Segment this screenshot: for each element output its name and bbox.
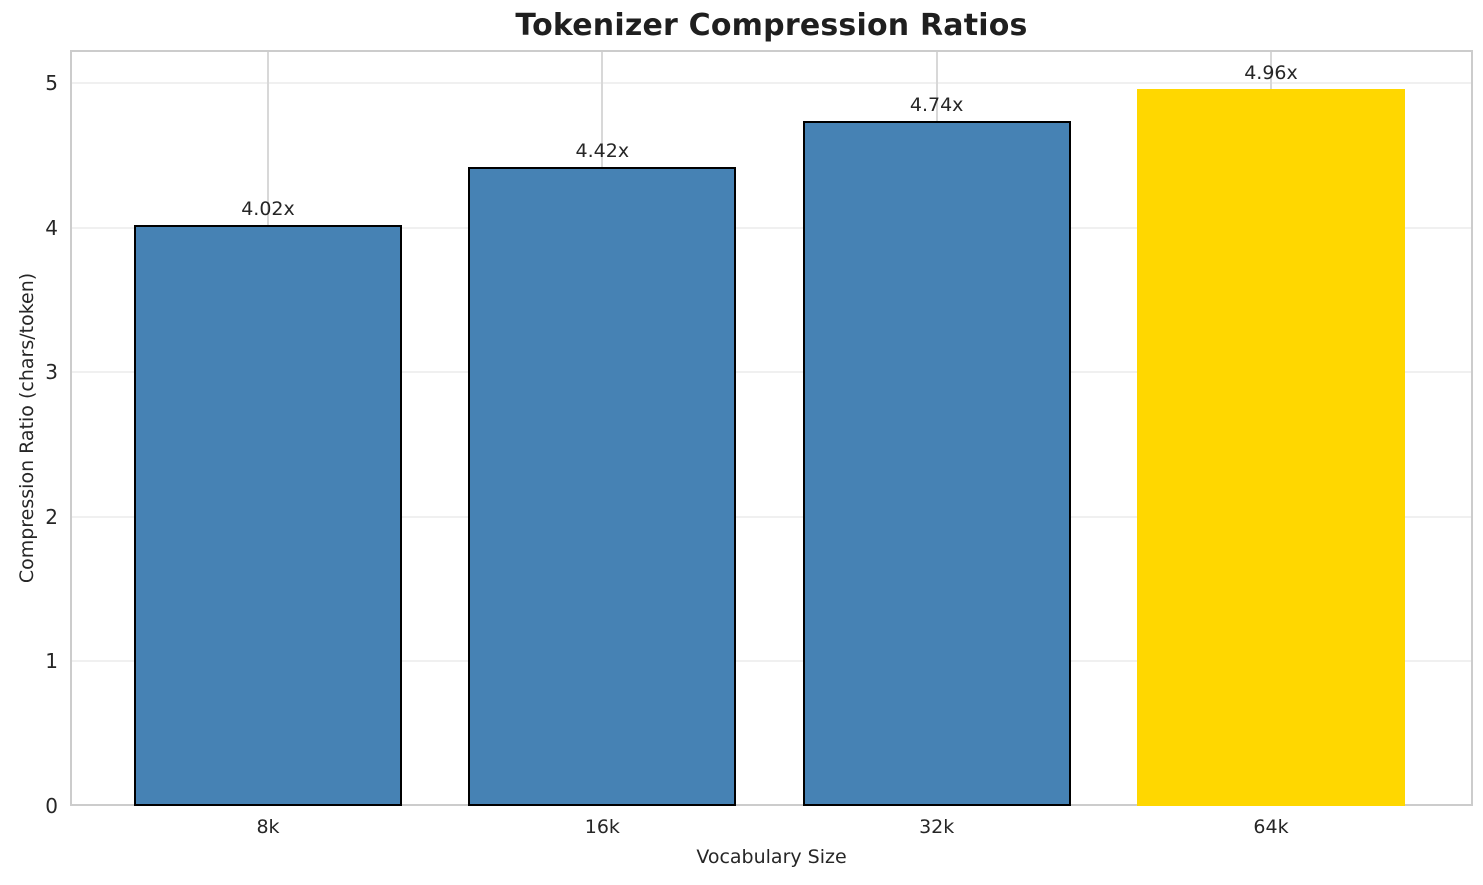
bar-16k [468, 167, 737, 806]
bar-value-label: 4.02x [241, 197, 295, 220]
bar-value-label: 4.74x [909, 93, 964, 116]
h-gridline [70, 515, 1473, 518]
h-gridline [70, 660, 1473, 663]
h-gridline [70, 226, 1473, 229]
x-tick-label: 8k [256, 816, 280, 838]
chart-title: Tokenizer Compression Ratios [515, 8, 1028, 43]
y-tick-label: 1 [45, 649, 58, 674]
x-tick-label: 64k [1253, 816, 1289, 838]
x-axis-label: Vocabulary Size [696, 846, 847, 868]
x-tick-label: 32k [919, 816, 955, 838]
y-tick-label: 4 [45, 215, 58, 240]
y-tick-label: 0 [45, 794, 58, 818]
bar-value-label: 4.96x [1244, 62, 1298, 85]
bar-8k [134, 224, 402, 806]
y-tick-label: 5 [45, 71, 58, 96]
x-tick-label: 16k [584, 816, 620, 838]
y-tick-label: 2 [45, 504, 58, 529]
bar-value-label: 4.42x [575, 140, 630, 163]
h-gridline [70, 371, 1473, 374]
h-gridline [70, 82, 1473, 85]
bar-32k [802, 120, 1071, 806]
y-axis-label: Compression Ratio (chars/token) [16, 272, 38, 584]
plot-area: 4.02x 4.42x 4.74x 4.96x [70, 50, 1473, 806]
bar-64k [1136, 89, 1405, 806]
y-tick-label: 3 [45, 360, 58, 385]
